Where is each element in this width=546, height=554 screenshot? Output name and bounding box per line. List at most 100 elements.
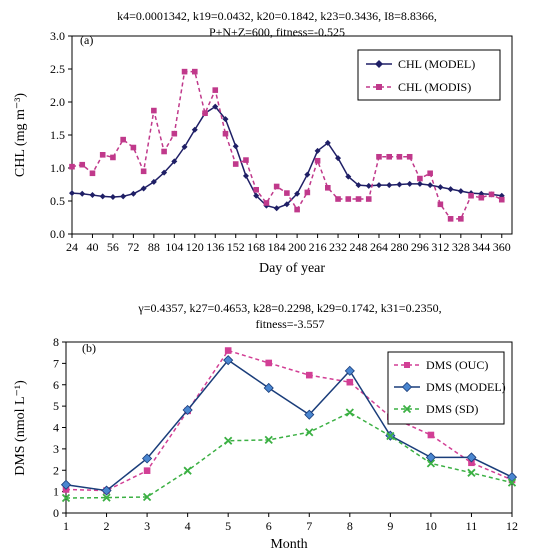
- legend-label-chl-modis: CHL (MODIS): [398, 80, 471, 94]
- panel-b-params-line2: fitness=-3.557: [255, 317, 324, 331]
- y-tick-label: 4: [53, 421, 59, 435]
- data-point-chl-model: [212, 103, 219, 110]
- data-point-dms-model: [223, 355, 234, 366]
- data-point-chl-modis: [110, 154, 116, 161]
- data-point-chl-modis: [325, 185, 331, 191]
- x-tick-label: 7: [306, 519, 312, 533]
- series-line-dms-sd: [65, 411, 513, 499]
- data-point-chl-model: [161, 169, 168, 176]
- data-point-chl-modis: [447, 216, 454, 222]
- data-point-chl-modis: [386, 153, 393, 160]
- data-point-chl-model: [69, 190, 75, 197]
- data-point-chl-model: [324, 139, 331, 146]
- data-point-chl-modis: [478, 194, 485, 201]
- data-point-chl-model: [406, 180, 413, 187]
- data-point-chl-model: [457, 188, 464, 195]
- data-point-chl-model: [416, 180, 423, 187]
- panel-a: k4=0.0001342, k19=0.0432, k20=0.1842, k2…: [13, 9, 513, 276]
- data-point-dms-model: [101, 485, 112, 496]
- data-point-chl-model: [150, 178, 157, 185]
- data-point-chl-modis: [335, 196, 341, 202]
- x-tick-label: 12: [506, 519, 518, 533]
- legend-marker-dms-ouc: [404, 362, 410, 368]
- data-point-chl-model: [242, 172, 249, 179]
- data-point-chl-model: [283, 201, 290, 208]
- x-tick-label: 11: [466, 519, 478, 533]
- data-point-chl-modis: [488, 191, 495, 198]
- panel-b-x-axis-label: Month: [270, 537, 307, 552]
- data-point-chl-modis: [355, 196, 362, 202]
- panel-b-series: [60, 347, 518, 503]
- panel-a-params-line2: P+N+Z=600, fitness=-0.525: [209, 25, 345, 39]
- x-tick-label: 56: [107, 240, 119, 254]
- data-point-dms-sd: [386, 431, 395, 441]
- panel-a-x-axis-label: Day of year: [259, 261, 325, 276]
- data-point-chl-modis: [243, 157, 249, 163]
- data-point-chl-model: [396, 181, 403, 188]
- y-tick-label: 3.0: [50, 29, 65, 43]
- data-point-chl-model: [181, 143, 188, 150]
- panel-a-params-line1: k4=0.0001342, k19=0.0432, k20=0.1842, k2…: [117, 9, 437, 23]
- panel-a-label: (a): [80, 33, 93, 47]
- data-point-dms-sd: [224, 436, 233, 445]
- data-point-dms-ouc: [224, 347, 232, 354]
- x-tick-label: 200: [288, 240, 306, 254]
- y-tick-label: 7: [53, 356, 59, 370]
- legend-label-dms-ouc: DMS (OUC): [426, 358, 488, 372]
- panel-a-axis-ticks: 24 40 56 72 88 104 120 136 152 168 184 200 216 232 248…: [50, 29, 511, 254]
- data-point-dms-model: [304, 409, 315, 420]
- x-tick-label: 72: [127, 240, 139, 254]
- x-tick-label: 4: [185, 519, 191, 533]
- data-point-chl-modis: [365, 196, 372, 202]
- y-tick-label: 2.5: [50, 62, 65, 76]
- data-point-chl-modis: [171, 130, 178, 137]
- data-point-chl-modis: [89, 170, 96, 177]
- data-point-chl-modis: [345, 196, 352, 202]
- x-tick-label: 88: [148, 240, 160, 254]
- data-point-dms-sd: [426, 459, 436, 468]
- x-tick-label: 296: [411, 240, 429, 254]
- data-point-chl-model: [191, 126, 198, 133]
- data-point-chl-modis: [498, 196, 505, 203]
- data-point-chl-model: [447, 186, 454, 193]
- data-point-chl-modis: [161, 148, 167, 155]
- data-point-chl-model: [365, 182, 372, 189]
- x-tick-label: 136: [206, 240, 224, 254]
- x-tick-label: 5: [225, 519, 231, 533]
- data-point-chl-modis: [376, 153, 382, 160]
- y-tick-label: 1: [53, 485, 59, 499]
- data-point-dms-sd: [61, 493, 71, 503]
- data-point-chl-modis: [202, 110, 208, 117]
- data-point-chl-modis: [212, 87, 219, 93]
- panel-b-y-axis-label: DMS (nmol L⁻¹): [13, 380, 28, 476]
- data-point-chl-model: [335, 155, 342, 162]
- data-point-chl-model: [232, 143, 239, 150]
- data-point-dms-model: [263, 382, 274, 394]
- data-point-dms-ouc: [265, 359, 273, 367]
- data-point-chl-model: [355, 182, 362, 189]
- data-point-chl-model: [140, 185, 147, 192]
- data-point-chl-model: [89, 192, 96, 199]
- y-tick-label: 6: [53, 378, 59, 392]
- x-tick-label: 3: [144, 519, 150, 533]
- data-point-chl-modis: [458, 216, 464, 222]
- data-point-chl-modis: [468, 192, 474, 199]
- x-tick-label: 168: [247, 240, 265, 254]
- data-point-chl-modis: [181, 68, 188, 75]
- data-point-chl-model: [130, 190, 137, 197]
- data-point-chl-modis: [314, 157, 321, 164]
- data-point-chl-modis: [406, 153, 413, 160]
- data-point-chl-modis: [232, 161, 239, 167]
- x-tick-label: 152: [227, 240, 245, 254]
- x-tick-label: 1: [63, 519, 69, 533]
- panel-a-series: [69, 68, 505, 222]
- data-point-dms-model: [344, 365, 355, 376]
- data-point-chl-model: [99, 193, 106, 200]
- data-point-chl-model: [314, 147, 321, 154]
- data-point-dms-sd: [264, 435, 273, 445]
- legend-label-dms-model: DMS (MODEL): [426, 380, 506, 394]
- data-point-dms-sd: [142, 492, 152, 502]
- x-tick-label: 104: [165, 240, 183, 254]
